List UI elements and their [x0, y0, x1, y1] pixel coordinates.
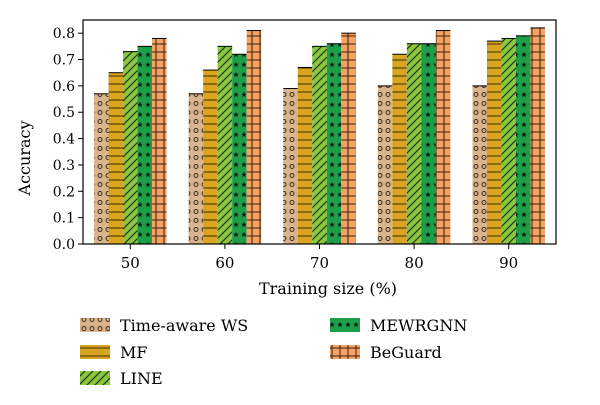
y-tick-label: 0.6 — [53, 79, 75, 95]
bar-time-aware-ws-60 — [188, 93, 204, 244]
x-tick-label: 90 — [499, 254, 518, 272]
bar-time-aware-ws-70 — [283, 88, 298, 245]
bar-beguard-70 — [341, 33, 356, 245]
bar-mf-90 — [486, 41, 502, 244]
y-tick-label: 0.2 — [53, 184, 75, 200]
y-tick-label: 0.1 — [53, 211, 75, 227]
y-tick-label: 0.4 — [53, 132, 75, 148]
y-tick-label: 0.3 — [53, 158, 75, 174]
bar-time-aware-ws-50 — [94, 93, 109, 244]
legend-entry: MEWRGNN — [330, 316, 467, 335]
bar-mf-60 — [203, 70, 218, 244]
legend-label: LINE — [120, 369, 163, 388]
bar-mewrgnn-60 — [232, 54, 247, 245]
legend-swatch — [80, 371, 110, 385]
bar-line-50 — [123, 51, 138, 244]
bar-beguard-50 — [152, 38, 167, 245]
bar-time-aware-ws-80 — [377, 85, 393, 244]
bar-line-90 — [501, 38, 516, 245]
legend-swatch — [330, 345, 360, 359]
legend: Time-aware WS MF LINE MEWRGNN BeGuard — [80, 316, 467, 388]
legend-label: MF — [120, 343, 147, 362]
x-tick-label: 60 — [215, 254, 234, 272]
legend-swatch — [80, 345, 110, 359]
bar-mf-80 — [392, 54, 407, 245]
bar-beguard-90 — [530, 27, 545, 244]
y-tick-label: 0.8 — [53, 26, 75, 42]
bar-mewrgnn-50 — [137, 46, 153, 245]
bar-time-aware-ws-90 — [472, 85, 487, 244]
legend-label: Time-aware WS — [120, 316, 248, 335]
legend-label: BeGuard — [370, 343, 442, 362]
y-tick-label: 0.7 — [53, 53, 75, 69]
bar-mf-50 — [108, 72, 124, 245]
y-tick-label: 0.0 — [53, 237, 75, 253]
bar-mf-70 — [297, 67, 313, 244]
bar-mewrgnn-90 — [515, 35, 531, 244]
x-tick-label: 50 — [121, 254, 140, 272]
legend-entry: MF — [80, 343, 147, 362]
legend-entry: LINE — [80, 369, 163, 388]
legend-swatch — [330, 318, 360, 332]
x-axis-label: Training size (%) — [259, 279, 397, 298]
bar-line-70 — [312, 46, 327, 245]
y-axis-label: Accuracy — [15, 121, 34, 197]
bar-beguard-60 — [246, 30, 262, 245]
bar-line-80 — [406, 43, 422, 244]
y-axis-ticks: 0.0 0.1 0.2 0.3 0.4 0.5 0.6 0.7 0.8 — [53, 26, 83, 253]
bars — [94, 27, 545, 245]
legend-swatch — [80, 318, 110, 332]
bar-beguard-80 — [435, 30, 451, 245]
x-tick-label: 80 — [405, 254, 424, 272]
legend-label: MEWRGNN — [370, 316, 467, 335]
bar-mewrgnn-80 — [421, 43, 436, 244]
bar-mewrgnn-70 — [326, 43, 342, 244]
legend-entry: Time-aware WS — [80, 316, 248, 335]
x-tick-label: 70 — [310, 254, 329, 272]
y-tick-label: 0.5 — [53, 105, 75, 121]
bar-line-60 — [217, 46, 233, 245]
x-axis-ticks: 50 60 70 80 90 — [121, 244, 518, 272]
legend-entry: BeGuard — [330, 343, 442, 362]
